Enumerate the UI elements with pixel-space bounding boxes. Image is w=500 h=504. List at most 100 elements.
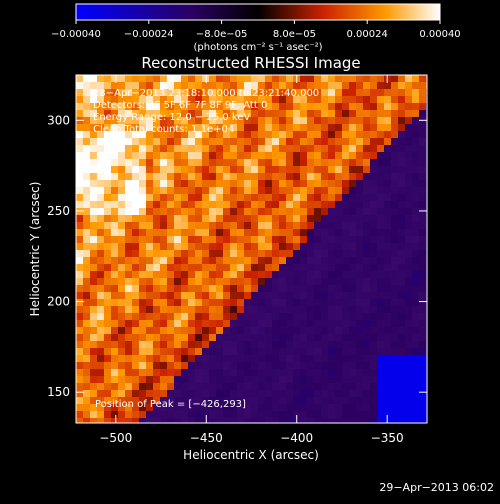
heatmap-cell (195, 404, 202, 411)
heatmap-cell (307, 313, 314, 320)
heatmap-cell (265, 180, 272, 187)
heatmap-cell (405, 236, 412, 243)
heatmap-cell (181, 243, 188, 250)
heatmap-cell (412, 250, 419, 257)
heatmap-cell (104, 208, 111, 215)
heatmap-cell (300, 369, 307, 376)
heatmap-cell (97, 89, 104, 96)
heatmap-cell (237, 383, 244, 390)
heatmap-cell (293, 383, 300, 390)
heatmap-cell (111, 285, 118, 292)
heatmap-cell (377, 180, 384, 187)
y-axis-label: Heliocentric Y (arcsec) (28, 182, 42, 317)
heatmap-cell (216, 327, 223, 334)
heatmap-cell (377, 117, 384, 124)
heatmap-cell (314, 110, 321, 117)
heatmap-cell (97, 194, 104, 201)
heatmap-cell (160, 278, 167, 285)
heatmap-cell (272, 390, 279, 397)
heatmap-cell (139, 152, 146, 159)
heatmap-cell (377, 334, 384, 341)
heatmap-cell (391, 271, 398, 278)
heatmap-cell (174, 187, 181, 194)
heatmap-cell (202, 411, 209, 418)
heatmap-cell (307, 278, 314, 285)
heatmap-cell (279, 131, 286, 138)
heatmap-cell (279, 404, 286, 411)
heatmap-cell (132, 271, 139, 278)
heatmap-cell (195, 341, 202, 348)
heatmap-cell (97, 306, 104, 313)
heatmap-cell (279, 411, 286, 418)
heatmap-cell (153, 271, 160, 278)
heatmap-cell (398, 117, 405, 124)
heatmap-cell (363, 306, 370, 313)
heatmap-cell (188, 257, 195, 264)
heatmap-cell (363, 229, 370, 236)
heatmap-cell (244, 229, 251, 236)
heatmap-cell (314, 369, 321, 376)
heatmap-cell (279, 292, 286, 299)
heatmap-cell (104, 187, 111, 194)
heatmap-cell (83, 411, 90, 418)
heatmap-cell (293, 208, 300, 215)
heatmap-cell (167, 369, 174, 376)
heatmap-cell (265, 348, 272, 355)
heatmap-cell (328, 110, 335, 117)
heatmap-cell (419, 194, 426, 201)
heatmap-cell (181, 376, 188, 383)
heatmap-cell (230, 348, 237, 355)
heatmap-cell (300, 376, 307, 383)
heatmap-cell (342, 236, 349, 243)
heatmap-cell (391, 117, 398, 124)
heatmap-cell (391, 348, 398, 355)
heatmap-cell (223, 236, 230, 243)
heatmap-cell (377, 362, 384, 369)
heatmap-cell (209, 383, 216, 390)
heatmap-cell (405, 194, 412, 201)
heatmap-cell (398, 355, 405, 362)
heatmap-cell (90, 362, 97, 369)
heatmap-cell (321, 208, 328, 215)
heatmap-cell (258, 159, 265, 166)
heatmap-cell (76, 103, 83, 110)
heatmap-cell (258, 390, 265, 397)
heatmap-cell (160, 299, 167, 306)
heatmap-cell (181, 313, 188, 320)
heatmap-cell (251, 397, 258, 404)
heatmap-cell (377, 320, 384, 327)
heatmap-cell (384, 334, 391, 341)
heatmap-cell (160, 341, 167, 348)
heatmap-cell (335, 117, 342, 124)
heatmap-cell (90, 411, 97, 418)
heatmap-cell (300, 75, 307, 82)
heatmap-cell (209, 131, 216, 138)
heatmap-cell (174, 236, 181, 243)
heatmap-cell (314, 271, 321, 278)
heatmap-cell (230, 194, 237, 201)
heatmap-cell (300, 173, 307, 180)
heatmap-cell (258, 138, 265, 145)
heatmap-cell (76, 250, 83, 257)
heatmap-cell (76, 390, 83, 397)
heatmap-cell (258, 369, 265, 376)
heatmap-cell (97, 376, 104, 383)
heatmap-cell (83, 404, 90, 411)
heatmap-cell (279, 110, 286, 117)
heatmap-cell (405, 313, 412, 320)
heatmap-cell (202, 320, 209, 327)
heatmap-cell (286, 103, 293, 110)
heatmap-cell (230, 145, 237, 152)
heatmap-cell (293, 145, 300, 152)
heatmap-cell (188, 418, 195, 423)
heatmap-cell (153, 376, 160, 383)
heatmap-cell (258, 341, 265, 348)
heatmap-cell (146, 152, 153, 159)
heatmap-cell (265, 96, 272, 103)
heatmap-cell (216, 383, 223, 390)
heatmap-cell (272, 166, 279, 173)
heatmap-cell (195, 320, 202, 327)
heatmap-cell (314, 362, 321, 369)
heatmap-cell (377, 271, 384, 278)
